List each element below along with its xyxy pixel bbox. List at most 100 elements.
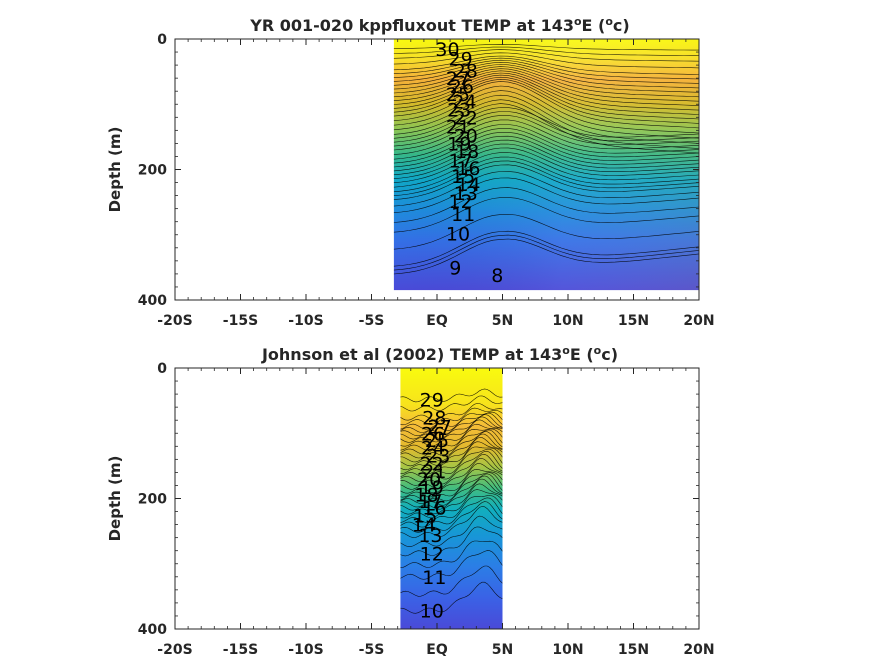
isotherm-line — [393, 107, 699, 143]
y-axis-label-top: Depth (m) — [106, 127, 124, 213]
x-tick-label: -5S — [359, 313, 385, 329]
x-tick-label: EQ — [426, 642, 448, 656]
isotherm-line — [400, 412, 503, 433]
y-tick-label: 200 — [138, 163, 167, 179]
isotherm-line — [400, 458, 503, 490]
x-tick-label: -5S — [359, 642, 385, 656]
isotherm-line — [393, 234, 699, 271]
contour-label: 17 — [418, 491, 442, 513]
contour-label: 13 — [454, 183, 478, 205]
y-tick-label: 400 — [138, 293, 167, 309]
isotherm-line — [400, 448, 503, 478]
x-tick-label: -10S — [288, 642, 323, 656]
contour-label: 11 — [422, 567, 446, 589]
contour-label: 25 — [425, 430, 449, 452]
isotherm-line — [393, 132, 699, 168]
isotherm-line — [393, 197, 699, 233]
contour-label: 20 — [417, 469, 441, 491]
contour-label: 16 — [422, 498, 446, 520]
isotherm-line — [400, 472, 503, 501]
isotherm-line — [393, 68, 699, 102]
isotherm-line — [400, 450, 503, 482]
isotherm-line — [400, 428, 503, 451]
x-tick-label: 15N — [618, 313, 649, 329]
contour-label: 25 — [446, 84, 470, 106]
contour-label: 28 — [422, 408, 446, 430]
contour-label: 10 — [446, 223, 470, 245]
isotherm-line — [400, 515, 503, 548]
isotherm-line — [393, 111, 699, 147]
isotherm-line — [393, 64, 699, 93]
isotherm-line — [393, 156, 699, 193]
contour-label: 26 — [450, 76, 474, 98]
contour-label: 22 — [454, 107, 478, 129]
isotherm-line — [400, 419, 503, 443]
contour-label: 29 — [420, 389, 444, 411]
contour-label: 15 — [413, 505, 437, 527]
contour-label: 14 — [456, 174, 480, 196]
y-tick-label: 400 — [138, 622, 167, 638]
contour-label: 16 — [456, 158, 480, 180]
isotherm-line — [393, 213, 699, 250]
isotherm-line — [400, 414, 503, 437]
isotherm-line — [400, 489, 503, 519]
axis-ticks-top: -20S -15S -10S -5S EQ 5N 10N 15N 20N 0 200 400 — [138, 32, 715, 329]
contour-label: 12 — [448, 191, 472, 213]
isotherm-line — [393, 99, 699, 149]
contour-label: 27 — [428, 417, 452, 439]
chart-title-bottom: Johnson et al (2002) TEMP at 143oE (oc) — [261, 344, 618, 365]
isotherm-line — [393, 66, 699, 98]
contour-label: 30 — [435, 39, 459, 61]
isotherm-line — [400, 463, 503, 494]
contour-label: 18 — [455, 141, 479, 163]
isotherm-line — [393, 76, 699, 120]
isotherm-line — [400, 446, 503, 474]
isotherm-line — [400, 506, 503, 538]
contour-label: 23 — [426, 445, 450, 467]
panel-top: YR 001-020 kppfluxout TEMP at 143oE (oc)… — [106, 15, 715, 330]
isotherm-line — [393, 72, 699, 111]
contour-label: 18 — [414, 485, 438, 507]
x-tick-label: 20N — [683, 642, 714, 656]
isotherm-line — [393, 70, 699, 106]
isotherm-line — [393, 59, 699, 84]
panel-bottom: Johnson et al (2002) TEMP at 143oE (oc) … — [106, 344, 715, 656]
contour-label: 13 — [418, 525, 442, 547]
isotherm-line — [393, 128, 699, 164]
isotherm-line — [393, 115, 699, 151]
contour-label: 28 — [454, 60, 478, 82]
isotherm-line — [393, 74, 699, 115]
contour-label: 29 — [448, 49, 472, 71]
isotherm-line — [393, 119, 699, 155]
x-tick-label: 20N — [683, 313, 714, 329]
y-tick-label: 0 — [157, 32, 167, 48]
isotherm-line — [400, 433, 503, 463]
isotherm-line — [400, 407, 503, 426]
isotherm-line — [393, 43, 699, 51]
x-tick-label: EQ — [426, 313, 448, 329]
x-tick-label: 10N — [552, 313, 583, 329]
contour-label: 20 — [454, 126, 478, 148]
x-tick-label: 5N — [492, 313, 513, 329]
isotherm-line — [400, 475, 503, 508]
contour-label: 12 — [420, 543, 444, 565]
isotherm-line — [393, 187, 699, 223]
isotherm-line — [400, 495, 503, 523]
isotherm-line — [400, 388, 503, 403]
isotherm-line — [393, 139, 699, 176]
x-tick-label: -15S — [223, 642, 258, 656]
contour-label: 24 — [452, 92, 476, 114]
y-axis-label-bottom: Depth (m) — [106, 456, 124, 542]
isotherm-line — [400, 416, 503, 440]
contour-label: 17 — [448, 150, 472, 172]
contour-label: 26 — [421, 423, 445, 445]
contour-label: 11 — [451, 204, 475, 226]
contour-label: 10 — [420, 601, 444, 623]
contour-label: 21 — [446, 116, 470, 138]
contour-label: 19 — [447, 133, 471, 155]
isotherm-line — [393, 160, 699, 196]
y-tick-label: 0 — [157, 361, 167, 377]
isotherm-line — [400, 550, 503, 580]
isotherm-line — [393, 143, 699, 179]
